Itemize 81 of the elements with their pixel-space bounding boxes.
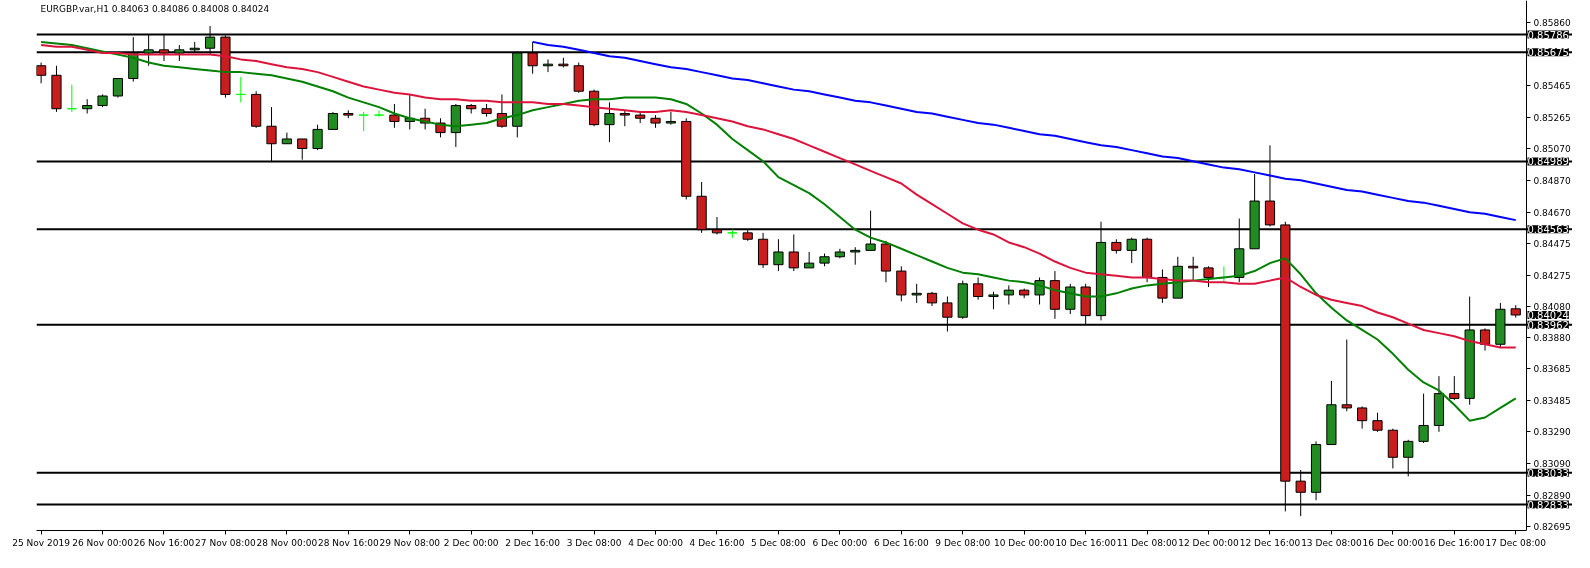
y-tick-label: 0.84475	[1533, 238, 1571, 249]
x-tick-label: 16 Dec 00:00	[1362, 537, 1424, 548]
ref-line-label: 0.83962	[1527, 319, 1569, 331]
x-tick-label: 26 Nov 00:00	[72, 537, 134, 548]
y-tick-label: 0.83090	[1533, 459, 1571, 470]
candlestick	[911, 283, 922, 304]
x-tick-label: 25 Nov 2019	[12, 537, 71, 548]
candlestick	[1341, 339, 1352, 412]
y-tick-label: 0.85070	[1533, 144, 1571, 155]
line-series	[40, 44, 1517, 349]
candlestick	[358, 111, 369, 132]
y-tick-label: 0.85465	[1533, 81, 1571, 92]
x-tick-label: 27 Nov 08:00	[195, 537, 257, 548]
chart-title: EURGBP.var,H1 0.84063 0.84086 0.84008 0.84024	[40, 3, 270, 14]
line-series	[531, 40, 1517, 222]
candlestick	[604, 101, 615, 143]
candlestick	[1188, 256, 1199, 282]
candlestick	[1479, 327, 1491, 352]
x-tick-label: 13 Dec 08:00	[1301, 537, 1362, 548]
ref-line-label: 0.85675	[1527, 47, 1569, 59]
x-tick-label: 9 Dec 08:00	[935, 537, 991, 548]
candlestick	[1418, 393, 1429, 444]
x-tick-label: 6 Dec 16:00	[873, 537, 929, 548]
ref-line-label: 0.84989	[1527, 156, 1569, 168]
x-tick-label: 16 Dec 16:00	[1424, 537, 1485, 548]
y-tick-label: 0.83290	[1533, 427, 1571, 438]
x-tick-label: 28 Nov 16:00	[317, 537, 379, 548]
candlestick	[665, 111, 677, 126]
candlestick	[36, 62, 47, 84]
line-series	[40, 40, 1517, 422]
candlestick	[1357, 405, 1368, 430]
candlestick	[66, 84, 77, 113]
candlestick	[1372, 412, 1383, 433]
candlestick	[896, 265, 907, 302]
y-tick-label: 0.84275	[1533, 270, 1571, 281]
y-tick-label: 0.83880	[1533, 333, 1571, 344]
candlestick	[1449, 375, 1460, 401]
candlestick	[281, 132, 292, 145]
x-tick-label: 29 Nov 08:00	[379, 537, 441, 548]
candlestick	[312, 124, 323, 151]
text: 0.84024	[1527, 310, 1569, 321]
y-tick-label: 0.85265	[1533, 112, 1571, 123]
x-tick-label: 10 Dec 16:00	[1055, 537, 1117, 548]
y-tick-label: 0.82695	[1533, 522, 1571, 533]
candlestick	[788, 233, 799, 272]
candlestick	[389, 103, 400, 129]
x-tick-label: 4 Dec 00:00	[628, 537, 684, 548]
candlestick	[235, 76, 246, 103]
ref-line-label: 0.84563	[1527, 224, 1569, 236]
x-tick-label: 12 Dec 16:00	[1239, 537, 1301, 548]
x-tick-label: 6 Dec 00:00	[812, 537, 868, 548]
candlestick	[1126, 237, 1137, 264]
y-tick-label: 0.83685	[1533, 364, 1571, 375]
candlestick	[373, 109, 385, 118]
x-tick-label: 4 Dec 16:00	[689, 537, 745, 548]
x-tick-label: 17 Dec 08:00	[1485, 537, 1547, 548]
x-tick-label: 11 Dec 08:00	[1116, 537, 1178, 548]
x-tick-label: 26 Nov 16:00	[133, 537, 195, 548]
x-tick-label: 5 Dec 08:00	[751, 537, 807, 548]
x-tick-label: 2 Dec 00:00	[443, 537, 499, 548]
ref-line-label: 0.83033	[1527, 467, 1569, 479]
y-tick-label: 0.85860	[1533, 18, 1571, 29]
x-tick-label: 28 Nov 00:00	[256, 537, 318, 548]
candlestick	[1003, 284, 1014, 305]
candlestick	[973, 276, 984, 301]
y-tick-label: 0.84080	[1533, 301, 1571, 312]
x-tick-label: 12 Dec 00:00	[1178, 537, 1240, 548]
y-tick-label: 0.82890	[1533, 490, 1571, 501]
candlestick	[1203, 265, 1214, 288]
x-tick-label: 10 Dec 00:00	[993, 537, 1055, 548]
ref-line-label: 0.85786	[1527, 29, 1569, 41]
candlestick	[112, 77, 124, 99]
ref-line-label: 0.82833	[1527, 499, 1569, 511]
y-tick-label: 0.84870	[1533, 175, 1571, 186]
x-tick-label: 2 Dec 16:00	[505, 537, 561, 548]
y-tick-label: 0.83485	[1533, 396, 1571, 407]
x-tick-label: 3 Dec 08:00	[566, 537, 622, 548]
candlestick	[804, 251, 815, 269]
y-tick-label: 0.84670	[1533, 207, 1571, 218]
candlestick	[1065, 283, 1076, 315]
candlestick	[773, 238, 784, 272]
